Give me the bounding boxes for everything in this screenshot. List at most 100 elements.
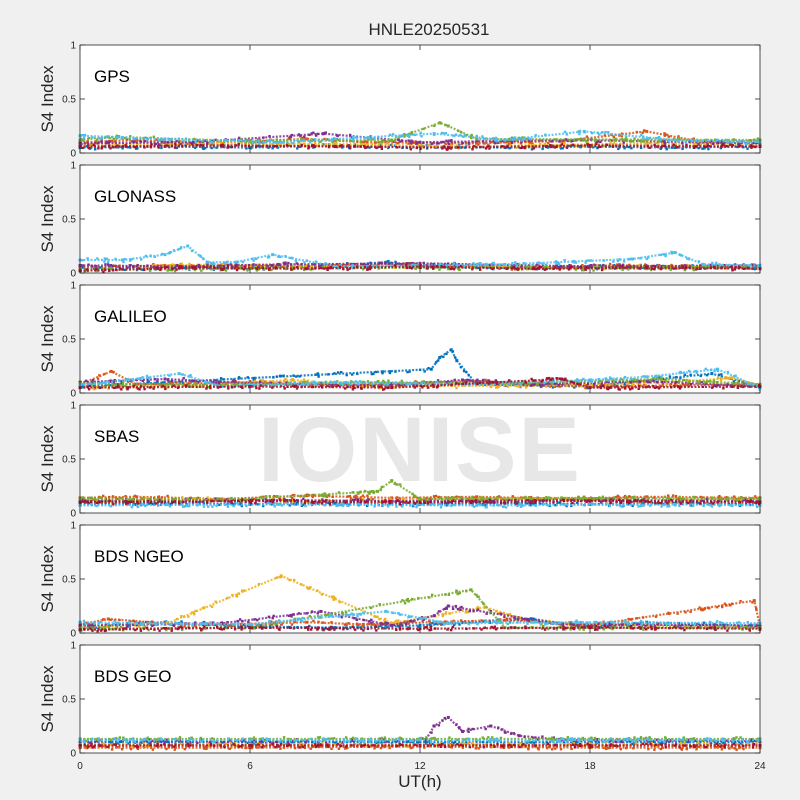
data-point [118, 379, 121, 382]
data-point [439, 620, 443, 623]
data-point [422, 141, 425, 145]
data-point [738, 144, 741, 148]
data-point [419, 143, 423, 146]
data-point [370, 618, 373, 621]
data-point [655, 145, 659, 148]
data-point [728, 604, 731, 607]
data-point [301, 383, 305, 386]
data-point [195, 497, 199, 500]
data-point [493, 140, 496, 143]
data-point [628, 501, 631, 504]
data-point [640, 499, 644, 502]
data-point [231, 265, 234, 268]
data-point [266, 264, 269, 268]
data-point [203, 606, 206, 609]
data-point [671, 142, 674, 146]
data-point [224, 503, 227, 507]
data-point [232, 504, 235, 508]
data-point [709, 263, 712, 267]
data-point [283, 263, 287, 266]
data-point [370, 621, 373, 624]
data-point [338, 600, 341, 604]
data-point [554, 260, 558, 263]
data-point [403, 602, 407, 605]
data-point [609, 623, 612, 626]
data-point [577, 624, 580, 627]
data-point [684, 383, 687, 387]
data-point [551, 382, 554, 386]
data-point [377, 379, 380, 383]
data-point [564, 377, 567, 380]
data-point [161, 384, 164, 388]
data-point [718, 494, 721, 498]
data-point [585, 266, 588, 270]
data-point [436, 379, 440, 382]
data-point [511, 264, 514, 267]
data-point [700, 381, 703, 384]
data-point [706, 139, 710, 142]
data-point [638, 267, 641, 270]
data-point [458, 591, 461, 595]
data-point [476, 606, 480, 609]
data-point [266, 501, 270, 504]
data-point [343, 499, 347, 503]
data-point [703, 145, 707, 149]
data-point [180, 266, 183, 269]
data-point [318, 615, 321, 619]
data-point [684, 267, 687, 270]
data-point [361, 497, 364, 501]
data-point [727, 263, 730, 267]
data-point [334, 145, 338, 149]
data-point [520, 265, 523, 269]
data-point [661, 143, 664, 146]
data-point [514, 261, 517, 264]
data-point [403, 501, 407, 504]
data-point [710, 372, 714, 376]
data-point [663, 503, 666, 507]
data-point [531, 267, 535, 271]
data-point [706, 143, 709, 146]
data-point [278, 374, 282, 377]
data-point [172, 263, 176, 267]
data-point [438, 495, 441, 499]
data-point [549, 378, 553, 381]
data-point [746, 147, 749, 150]
data-point [578, 132, 581, 136]
data-point [124, 145, 127, 148]
data-point [749, 626, 752, 629]
data-point [209, 386, 212, 390]
data-point [292, 384, 295, 388]
data-point [309, 265, 312, 269]
data-point [387, 259, 390, 263]
data-point [531, 502, 535, 506]
data-point [641, 131, 644, 134]
data-point [525, 619, 529, 622]
data-point [372, 491, 375, 495]
data-point [702, 608, 706, 611]
data-point [242, 627, 246, 630]
data-point [314, 383, 317, 386]
data-point [655, 374, 658, 378]
data-point [636, 622, 639, 625]
data-point [452, 266, 455, 269]
data-point [705, 145, 708, 148]
data-point [490, 140, 493, 144]
data-point [98, 620, 102, 624]
data-point [388, 622, 391, 626]
data-point [459, 146, 462, 149]
data-point [522, 617, 525, 621]
data-point [735, 499, 738, 502]
data-point [729, 504, 732, 507]
data-point [217, 140, 220, 143]
data-point [743, 625, 746, 629]
data-point [264, 382, 267, 385]
data-point [202, 146, 205, 149]
data-point [414, 267, 417, 270]
data-point [345, 265, 348, 268]
data-point [361, 622, 365, 626]
data-point [129, 259, 132, 262]
data-point [435, 266, 438, 269]
data-point [393, 621, 396, 624]
data-point [638, 385, 641, 388]
data-point [120, 137, 123, 140]
